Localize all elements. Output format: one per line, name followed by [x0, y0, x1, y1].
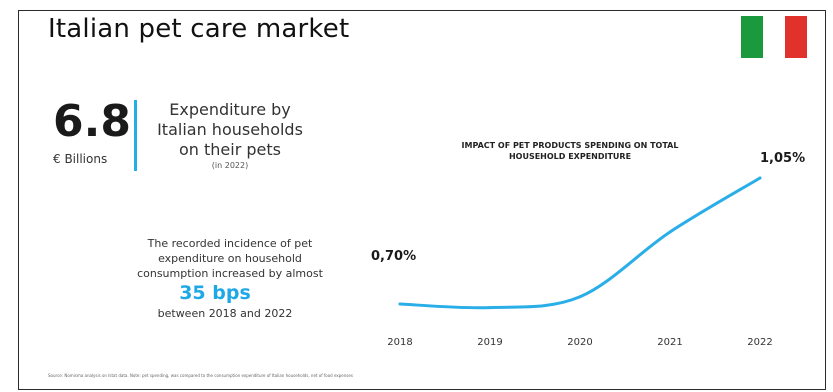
data-label-last: 1,05%: [760, 151, 805, 166]
italy-flag-icon: [741, 16, 807, 58]
data-point-2020: [578, 295, 582, 299]
page-title: Italian pet care market: [48, 14, 350, 44]
series-line: [398, 176, 762, 310]
incidence-highlight: 35 bps: [179, 282, 251, 304]
x-tick-label: 2018: [387, 337, 412, 348]
kpi-note: (in 2022): [211, 161, 249, 170]
x-tick-label: 2020: [567, 337, 592, 348]
flag-band-green: [741, 16, 763, 58]
incidence-text: The recorded incidence of pet expenditur…: [137, 237, 323, 280]
incidence-period: between 2018 and 2022: [157, 307, 293, 320]
kpi-value: 6.8: [53, 96, 131, 147]
flag-band-white: [763, 16, 785, 58]
chart-title: IMPACT OF PET PRODUCTS SPENDING ON TOTAL…: [461, 141, 679, 161]
kpi-description: Expenditure by Italian households on the…: [157, 100, 303, 159]
kpi-divider: [134, 100, 137, 171]
source-note: Source: Nomisma analysis on Istat data. …: [48, 373, 353, 378]
data-label-first: 0,70%: [371, 249, 416, 264]
x-tick-label: 2019: [477, 337, 502, 348]
data-point-2019: [488, 306, 492, 310]
x-tick-label: 2022: [747, 337, 772, 348]
data-point-2018: [398, 302, 402, 306]
data-point-2022: [758, 176, 762, 180]
data-point-2021: [668, 230, 672, 234]
x-tick-label: 2021: [657, 337, 682, 348]
flag-band-red: [785, 16, 807, 58]
slide-frame: [18, 10, 826, 390]
kpi-unit: € Billions: [53, 152, 108, 166]
